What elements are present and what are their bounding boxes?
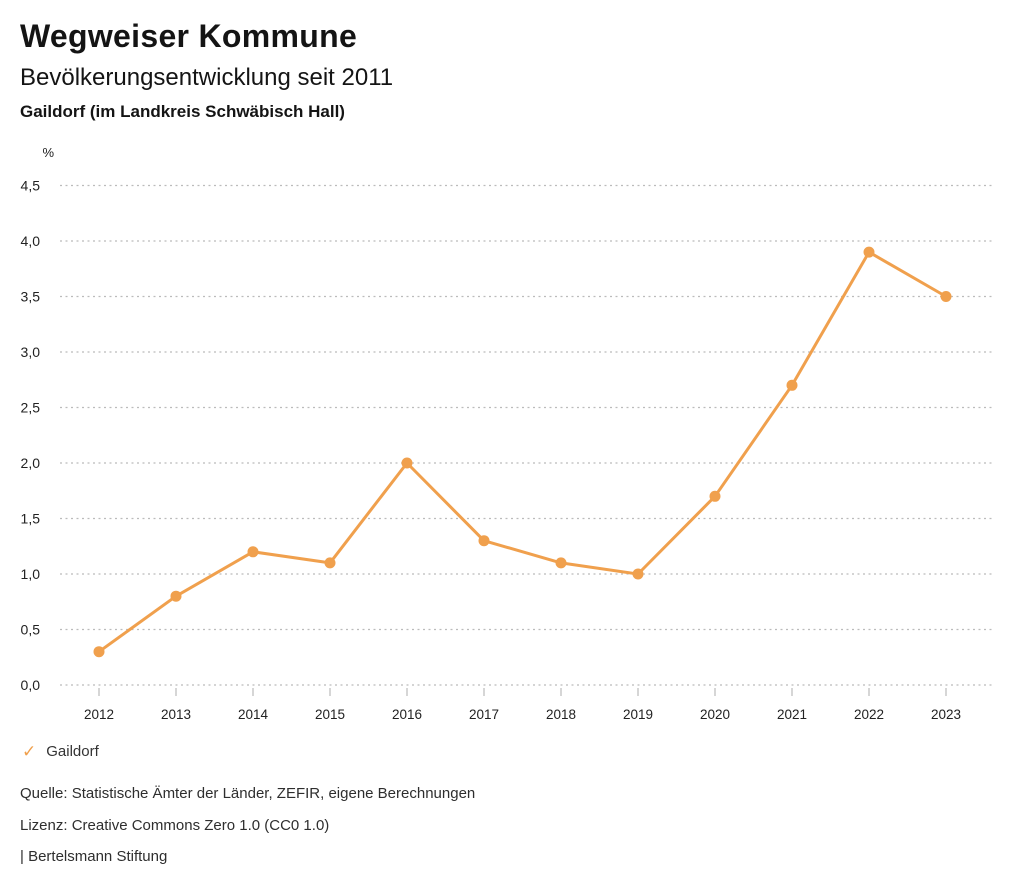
x-axis-label: 2022 [854,707,884,722]
data-point-2013 [170,590,182,602]
x-axis-label: 2015 [315,707,345,722]
legend-item-gaildorf[interactable]: ✓ Gaildorf [22,743,99,760]
y-axis-label: 2,0 [21,455,41,471]
x-axis-label: 2023 [931,707,961,722]
x-axis-label: 2013 [161,707,191,722]
data-point-2020 [709,490,721,502]
y-axis-label: 4,5 [21,178,41,194]
data-point-2016 [401,457,413,469]
y-axis-label: 1,5 [21,511,41,527]
x-axis-label: 2016 [392,707,422,722]
series-line-gaildorf [97,250,948,654]
x-axis-label: 2017 [469,707,499,722]
data-point-2014 [247,546,259,558]
y-axis-label: 0,5 [21,622,41,638]
x-axis-label: 2014 [238,707,269,722]
data-point-2018 [555,557,567,569]
chart-title: Bevölkerungsentwicklung seit 2011 [20,64,394,91]
data-point-2015 [324,557,336,569]
x-axis-label: 2012 [84,707,114,722]
y-axis-unit-label: % [42,145,54,160]
license-note: Lizenz: Creative Commons Zero 1.0 (CC0 1… [20,817,330,834]
attribution-note: | Bertelsmann Stiftung [20,848,168,865]
data-point-2019 [632,568,644,580]
source-note: Quelle: Statistische Ämter der Länder, Z… [20,785,476,802]
data-point-2017 [478,535,490,547]
data-point-2022 [863,246,875,258]
y-axis-label: 3,0 [21,344,41,360]
x-axis-label: 2019 [623,707,653,722]
y-axis-label: 0,0 [21,677,41,693]
page-title: Wegweiser Kommune [20,18,358,54]
line-chart-canvas: % 0,0 0,5 1,0 1,5 2,0 2,5 3,0 3,5 4,0 4,5 2012 2013 2… [21,145,992,722]
data-point-2023 [940,291,952,302]
y-axis-label: 3,5 [21,289,41,305]
x-axis-label: 2018 [546,707,576,722]
x-axis-label: 2020 [700,707,730,722]
chart-location-subtitle: Gaildorf (im Landkreis Schwäbisch Hall) [20,102,345,121]
legend-check-icon: ✓ [22,742,37,761]
x-axis-label: 2021 [777,707,807,722]
data-point-2012 [93,646,105,658]
y-axis-label: 2,5 [21,400,41,416]
y-axis-label: 4,0 [21,233,41,249]
legend-label: Gaildorf [46,743,99,760]
y-axis-label: 1,0 [21,566,41,582]
data-point-2021 [786,379,798,391]
